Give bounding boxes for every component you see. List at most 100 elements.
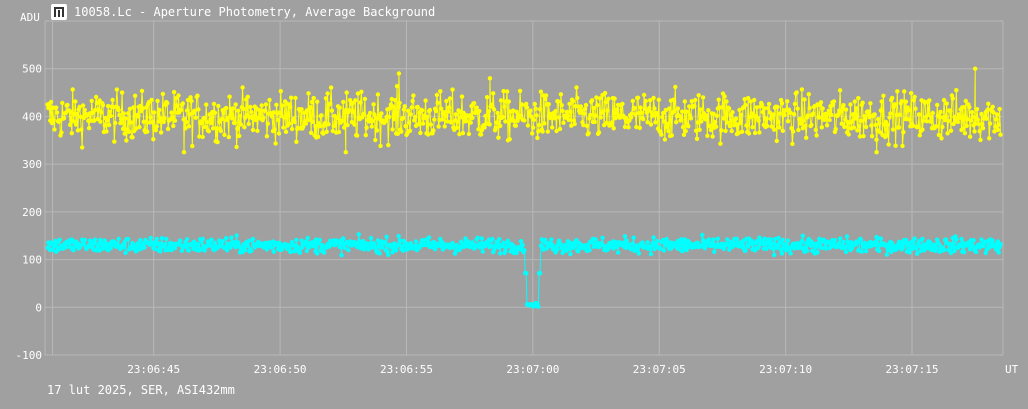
data-point (865, 109, 870, 114)
data-point (628, 115, 634, 120)
data-point (263, 108, 268, 113)
data-point (550, 242, 555, 247)
data-point (309, 99, 315, 105)
data-point (762, 106, 767, 111)
data-point (354, 133, 360, 138)
data-point (850, 246, 855, 251)
data-point (368, 235, 374, 241)
y-tick-label: 300 (22, 158, 42, 171)
data-point (917, 133, 922, 138)
data-point (426, 132, 431, 137)
data-point (386, 142, 391, 148)
data-point (604, 120, 609, 126)
data-point (258, 111, 263, 117)
data-point (441, 110, 446, 115)
data-point (108, 245, 114, 251)
data-point (325, 91, 330, 96)
data-point (326, 122, 331, 127)
data-point (399, 129, 404, 134)
data-point (445, 119, 450, 124)
data-point (739, 129, 745, 134)
data-point (393, 98, 398, 103)
data-point (567, 101, 572, 107)
data-point (945, 131, 950, 136)
data-point (766, 101, 772, 107)
data-point (120, 126, 126, 132)
data-point (956, 112, 962, 117)
data-point (455, 119, 460, 124)
data-point (814, 133, 819, 138)
data-point (165, 126, 171, 132)
data-point (748, 99, 753, 104)
data-point (484, 95, 490, 100)
data-point (137, 124, 142, 130)
data-point (126, 129, 132, 134)
data-point (154, 236, 159, 242)
data-point (699, 119, 704, 124)
data-point (170, 115, 175, 120)
data-point (730, 244, 735, 250)
data-point (232, 240, 237, 245)
data-point (387, 106, 393, 111)
data-point (233, 102, 238, 107)
data-point (200, 236, 205, 242)
data-point (893, 143, 898, 148)
data-point (119, 117, 124, 122)
data-point (768, 237, 773, 242)
data-point (594, 95, 599, 100)
data-point (868, 101, 873, 106)
data-point (321, 250, 327, 255)
data-point (597, 96, 603, 101)
data-point (396, 104, 401, 109)
data-point (747, 114, 753, 120)
data-point (408, 241, 413, 246)
data-point (677, 244, 682, 249)
data-point (993, 124, 998, 129)
data-point (609, 120, 615, 125)
data-point (799, 238, 805, 244)
data-point (123, 250, 128, 255)
data-point (711, 237, 716, 242)
data-point (930, 110, 935, 116)
data-point (256, 107, 262, 113)
data-point (371, 102, 376, 107)
data-point (946, 118, 951, 124)
data-point (992, 129, 997, 134)
lightcurve-app-icon[interactable] (51, 4, 67, 20)
data-point (844, 234, 850, 239)
data-point (973, 121, 978, 126)
data-point (498, 123, 503, 129)
data-point (685, 245, 690, 250)
data-point (903, 99, 909, 104)
data-point (172, 118, 178, 123)
data-point (660, 114, 665, 120)
data-point (410, 98, 415, 104)
data-point (537, 122, 542, 128)
data-point (621, 240, 626, 245)
data-point (876, 121, 882, 126)
data-point (684, 109, 689, 114)
series-average-background (45, 232, 1003, 309)
data-point (815, 250, 820, 255)
data-point (408, 112, 413, 117)
data-point (850, 112, 856, 117)
data-point (528, 108, 533, 113)
data-point (582, 106, 588, 112)
data-point (576, 249, 581, 254)
data-point (736, 130, 741, 136)
data-point (487, 122, 492, 127)
data-point (756, 245, 761, 250)
series-aperture-photometry (45, 66, 1003, 155)
data-point (592, 119, 597, 125)
data-point (133, 126, 139, 131)
data-point (987, 136, 992, 141)
data-point (251, 113, 257, 119)
series-line (47, 68, 1001, 153)
data-point (67, 122, 73, 128)
data-point (596, 130, 602, 135)
data-point (185, 97, 191, 103)
data-point (818, 100, 824, 105)
data-point (790, 141, 795, 147)
data-point (176, 93, 181, 98)
data-point (470, 115, 475, 121)
